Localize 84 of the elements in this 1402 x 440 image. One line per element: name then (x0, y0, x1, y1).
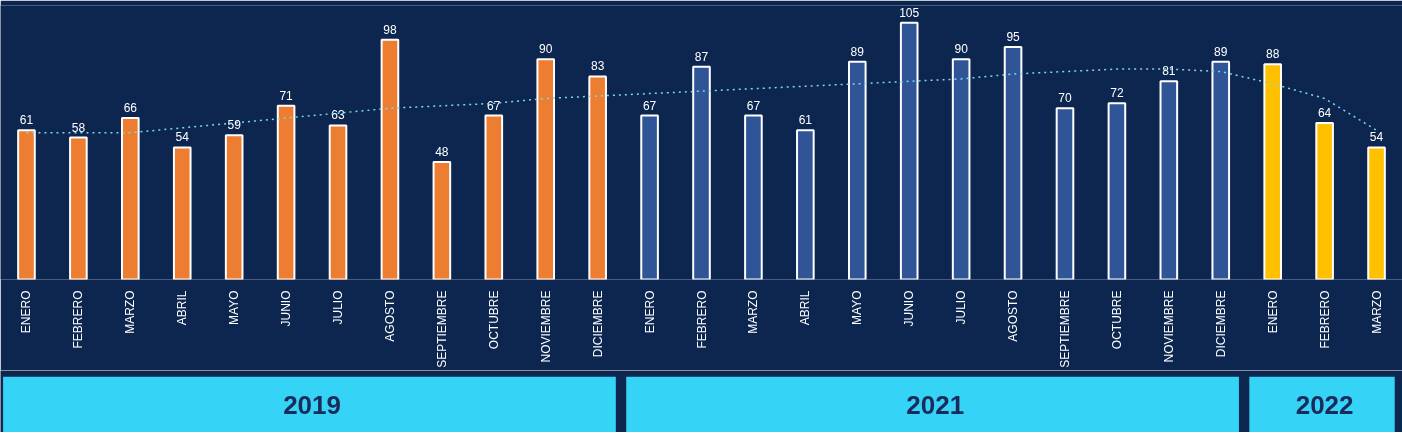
bar (588, 75, 607, 280)
x-tick-label: DICIEMBRE (590, 290, 605, 358)
x-tick-label: NOVIEMBRE (1161, 290, 1176, 363)
x-tick-label: FEBRERO (694, 290, 709, 349)
bar (744, 114, 763, 280)
bar (899, 21, 919, 280)
data-label: 67 (642, 98, 657, 113)
data-label: 89 (850, 44, 865, 59)
bar (1315, 121, 1334, 280)
bar (484, 114, 504, 280)
data-label: 54 (175, 130, 190, 145)
bar (847, 60, 867, 280)
x-tick-label: ABRIL (175, 290, 190, 326)
bar (1107, 102, 1127, 280)
data-label: 58 (71, 120, 86, 135)
bar (640, 114, 659, 280)
x-tick-label: AGOSTO (382, 290, 397, 342)
x-tick-label: JULIO (331, 290, 346, 325)
x-tick-label: ENERO (19, 290, 34, 334)
x-tick-label: ENERO (1265, 290, 1280, 334)
bar (432, 161, 452, 280)
data-label: 67 (487, 98, 501, 113)
bar (1263, 63, 1282, 280)
x-tick-label: MAYO (850, 290, 865, 325)
data-label: 61 (19, 113, 34, 128)
bar (1003, 46, 1023, 280)
bar (692, 65, 711, 280)
bar (1367, 146, 1386, 280)
text: 2022 (1295, 389, 1354, 420)
data-label: 64 (1317, 105, 1332, 120)
data-label: 83 (590, 59, 605, 74)
x-tick-label: SEPTIEMBRE (434, 290, 449, 368)
bar (276, 104, 296, 280)
data-label: 105 (899, 5, 920, 20)
data-label: 98 (383, 22, 397, 37)
bar (69, 136, 88, 280)
x-tick-label: OCTUBRE (1109, 290, 1124, 350)
text: 2019 (283, 389, 341, 420)
x-tick-label: MARZO (746, 290, 761, 334)
data-label: 87 (694, 49, 709, 64)
x-tick-label: OCTUBRE (486, 290, 501, 350)
data-label: 67 (746, 98, 761, 113)
x-tick-label: JULIO (954, 290, 969, 325)
data-label: 63 (331, 108, 346, 123)
x-tick-label: MARZO (123, 290, 138, 334)
data-label: 70 (1058, 91, 1072, 106)
data-label: 59 (227, 118, 242, 133)
x-tick-label: FEBRERO (1317, 290, 1332, 349)
data-label: 88 (1266, 47, 1280, 62)
data-label: 66 (123, 101, 138, 116)
bar (796, 129, 815, 280)
bar (1159, 80, 1179, 280)
text: 2021 (906, 389, 965, 420)
bar (121, 117, 140, 280)
x-tick-label: JUNIO (279, 290, 294, 327)
x-tick-label: JUNIO (902, 290, 917, 327)
x-tick-label: MAYO (227, 290, 242, 325)
data-label: 72 (1110, 86, 1124, 101)
data-label: 89 (1214, 44, 1228, 59)
x-tick-label: NOVIEMBRE (538, 290, 553, 363)
data-label: 54 (1369, 130, 1384, 145)
data-label: 71 (279, 88, 294, 103)
data-label: 48 (435, 145, 449, 160)
bar (224, 134, 244, 280)
data-label: 90 (539, 42, 553, 57)
x-tick-label: DICIEMBRE (1213, 290, 1228, 358)
bar (380, 38, 400, 280)
bar (328, 124, 348, 280)
x-tick-label: ABRIL (798, 290, 813, 326)
bar (1211, 60, 1231, 280)
data-label: 90 (954, 42, 969, 57)
x-tick-label: ENERO (642, 290, 657, 334)
bar (17, 129, 36, 280)
data-label: 61 (798, 113, 813, 128)
bar (951, 58, 971, 280)
x-tick-label: FEBRERO (71, 290, 86, 349)
bar (536, 58, 556, 280)
x-tick-label: MARZO (1369, 290, 1384, 334)
bar (172, 146, 192, 280)
x-tick-label: AGOSTO (1006, 290, 1021, 342)
data-label: 81 (1162, 64, 1176, 79)
bar (1055, 107, 1075, 280)
x-tick-label: SEPTIEMBRE (1057, 290, 1072, 368)
data-label: 95 (1006, 30, 1021, 45)
